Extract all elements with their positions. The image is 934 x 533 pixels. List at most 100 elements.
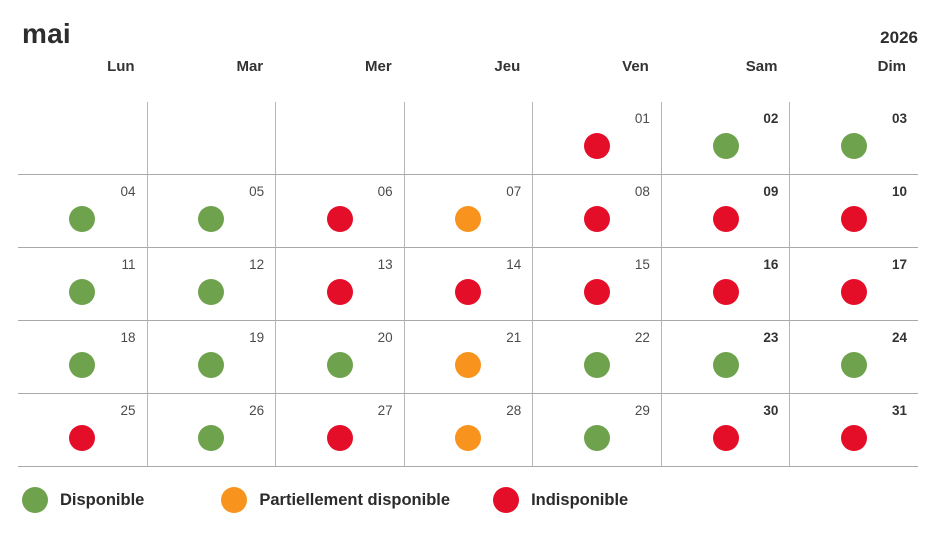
day-cell-14[interactable]: 14 — [403, 248, 533, 320]
availability-dot-indisponible — [326, 205, 353, 232]
day-number: 29 — [634, 403, 650, 418]
availability-dot-indisponible — [584, 205, 611, 232]
legend-dot-partiellement_disponible — [221, 487, 248, 513]
day-number: 15 — [634, 257, 650, 272]
availability-dot-disponible — [584, 424, 611, 451]
day-cell-empty — [403, 102, 533, 174]
day-cell-empty — [18, 102, 147, 174]
day-cell-04[interactable]: 04 — [18, 175, 147, 247]
week-row: 04 05 06 07 08 09 10 — [18, 175, 918, 248]
day-cell-28[interactable]: 28 — [403, 394, 533, 466]
availability-dot-indisponible — [841, 205, 868, 232]
day-number: 10 — [891, 184, 907, 199]
year-label: 2026 — [880, 28, 918, 47]
availability-dot-partiellement_disponible — [455, 424, 482, 451]
week-row: 18 19 20 21 22 23 24 — [18, 321, 918, 394]
day-cell-29[interactable]: 29 — [532, 394, 661, 466]
day-cell-13[interactable]: 13 — [275, 248, 404, 320]
day-cell-27[interactable]: 27 — [275, 394, 404, 466]
weekday-header-row: Lun Mar Mer Jeu Ven Sam Dim — [18, 58, 918, 75]
day-cell-12[interactable]: 12 — [146, 248, 276, 320]
day-cell-05[interactable]: 05 — [146, 175, 276, 247]
day-number: 08 — [634, 184, 650, 199]
availability-dot-indisponible — [584, 132, 611, 159]
day-number: 16 — [763, 257, 779, 272]
day-number: 26 — [249, 403, 265, 418]
availability-dot-indisponible — [841, 424, 868, 451]
weekday-header-dim: Dim — [877, 58, 906, 75]
availability-dot-disponible — [198, 278, 225, 305]
availability-dot-indisponible — [326, 424, 353, 451]
day-number: 17 — [891, 257, 907, 272]
availability-dot-disponible — [69, 205, 96, 232]
month-title: mai — [22, 18, 71, 49]
weekday-header-jeu: Jeu — [494, 58, 521, 75]
day-number: 02 — [763, 111, 779, 126]
day-cell-10[interactable]: 10 — [789, 175, 918, 247]
day-number: 03 — [891, 111, 907, 126]
day-cell-11[interactable]: 11 — [18, 248, 147, 320]
availability-dot-disponible — [326, 351, 353, 378]
availability-dot-partiellement_disponible — [455, 205, 482, 232]
calendar-header: mai 2026 — [0, 0, 934, 50]
day-cell-06[interactable]: 06 — [275, 175, 404, 247]
weekday-header-sam: Sam — [745, 58, 778, 75]
day-cell-03[interactable]: 03 — [789, 102, 918, 174]
day-cell-16[interactable]: 16 — [660, 248, 790, 320]
day-number: 30 — [763, 403, 779, 418]
legend-item-disponible: Disponible — [22, 487, 144, 513]
availability-dot-indisponible — [841, 278, 868, 305]
day-cell-07[interactable]: 07 — [403, 175, 533, 247]
day-grid: 01 02 03 04 05 06 07 08 09 10 11 12 13 14 15 16 17 18 19 20… — [18, 102, 918, 467]
availability-dot-disponible — [841, 351, 868, 378]
weekday-header-lun: Lun — [107, 58, 135, 75]
availability-dot-disponible — [584, 351, 611, 378]
week-row: 25 26 27 28 29 30 31 — [18, 394, 918, 467]
day-cell-17[interactable]: 17 — [789, 248, 918, 320]
week-row: 01 02 03 — [18, 102, 918, 175]
availability-legend: Disponible Partiellement disponible Indisp… — [22, 487, 934, 513]
day-cell-31[interactable]: 31 — [789, 394, 918, 466]
day-cell-23[interactable]: 23 — [660, 321, 790, 393]
day-cell-01[interactable]: 01 — [532, 102, 661, 174]
day-cell-empty — [146, 102, 276, 174]
day-number: 04 — [120, 184, 136, 199]
weekday-header-mar: Mar — [236, 58, 264, 75]
day-number: 05 — [249, 184, 265, 199]
legend-dot-indisponible — [493, 487, 520, 513]
availability-dot-disponible — [841, 132, 868, 159]
availability-dot-partiellement_disponible — [455, 351, 482, 378]
day-cell-25[interactable]: 25 — [18, 394, 147, 466]
day-number: 13 — [377, 257, 393, 272]
day-number: 14 — [506, 257, 522, 272]
day-cell-18[interactable]: 18 — [18, 321, 147, 393]
day-cell-09[interactable]: 09 — [660, 175, 790, 247]
availability-dot-disponible — [69, 278, 96, 305]
day-cell-20[interactable]: 20 — [275, 321, 404, 393]
weekday-header-ven: Ven — [622, 58, 649, 75]
day-number: 07 — [506, 184, 522, 199]
day-cell-15[interactable]: 15 — [532, 248, 661, 320]
day-cell-02[interactable]: 02 — [660, 102, 790, 174]
day-number: 09 — [763, 184, 779, 199]
day-cell-30[interactable]: 30 — [660, 394, 790, 466]
day-number: 21 — [506, 330, 522, 345]
legend-item-partiellement_disponible: Partiellement disponible — [221, 487, 450, 513]
day-cell-08[interactable]: 08 — [532, 175, 661, 247]
day-cell-19[interactable]: 19 — [146, 321, 276, 393]
day-cell-26[interactable]: 26 — [146, 394, 276, 466]
day-number: 18 — [120, 330, 136, 345]
day-cell-21[interactable]: 21 — [403, 321, 533, 393]
availability-dot-disponible — [712, 351, 739, 378]
calendar-grid: Lun Mar Mer Jeu Ven Sam Dim 01 02 03 04 05 06 07 08 09… — [18, 58, 918, 467]
day-number: 27 — [377, 403, 393, 418]
day-number: 22 — [634, 330, 650, 345]
day-cell-empty — [275, 102, 404, 174]
day-number: 11 — [121, 257, 136, 272]
day-cell-24[interactable]: 24 — [789, 321, 918, 393]
availability-dot-disponible — [198, 205, 225, 232]
day-number: 20 — [377, 330, 393, 345]
day-number: 24 — [891, 330, 907, 345]
day-number: 31 — [891, 403, 907, 418]
day-cell-22[interactable]: 22 — [532, 321, 661, 393]
